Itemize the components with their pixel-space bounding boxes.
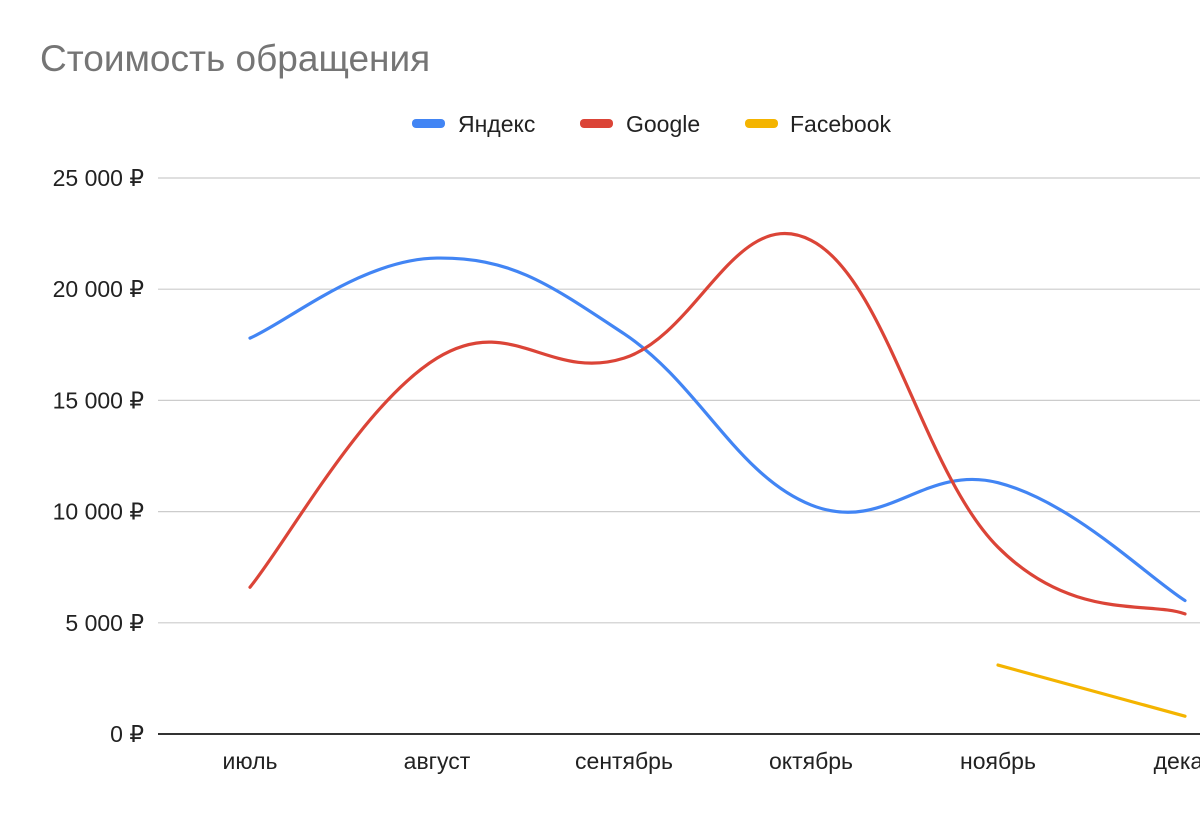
x-tick-label: сентябрь [575,748,673,774]
legend-label-2: Facebook [790,111,892,137]
legend-label-1: Google [626,111,700,137]
legend-label-0: Яндекс [458,111,535,137]
series-line-2 [996,663,1187,718]
y-tick-label: 25 000 ₽ [53,165,144,191]
x-tick-label: июль [223,748,278,774]
y-tick-label: 20 000 ₽ [53,276,144,302]
y-tick-label: 0 ₽ [110,721,144,747]
series-line-0 [248,256,1187,603]
y-tick-label: 10 000 ₽ [53,499,144,525]
x-tick-label: октябрь [769,748,853,774]
chart-title: Стоимость обращения [40,38,431,79]
y-tick-label: 15 000 ₽ [53,387,144,413]
x-tick-label: ноябрь [960,748,1036,774]
legend-swatch-2 [745,119,778,128]
series-line-1 [248,231,1187,616]
legend-swatch-1 [580,119,613,128]
legend-swatch-0 [412,119,445,128]
x-tick-label: декаб [1154,748,1200,774]
y-tick-label: 5 000 ₽ [65,610,144,636]
x-tick-label: август [404,748,471,774]
